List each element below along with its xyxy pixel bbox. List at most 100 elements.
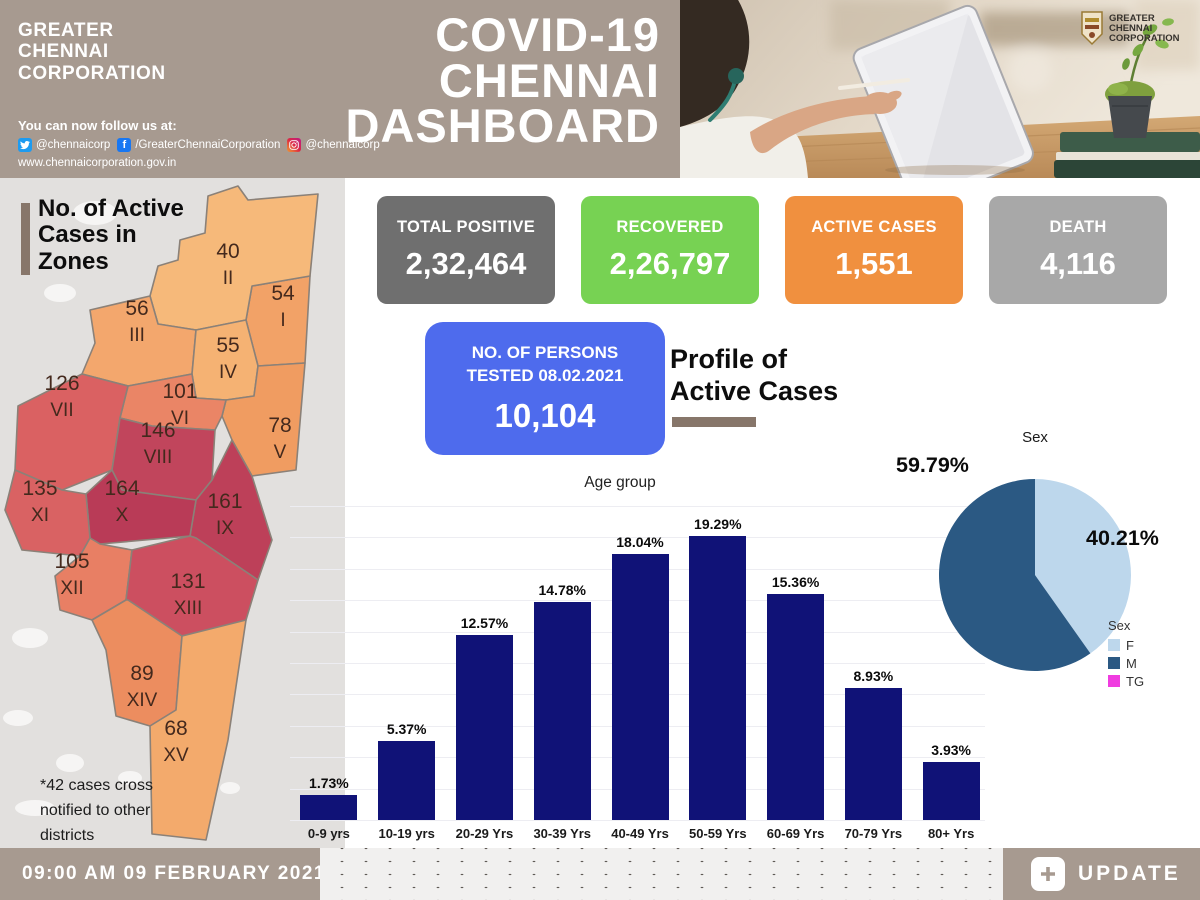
gridline <box>290 537 985 539</box>
bar-10-19 yrs: 5.37% <box>368 721 446 820</box>
map-terrain-patch <box>3 710 33 726</box>
map-zone-XI: 135 XI <box>4 469 91 557</box>
follow-block: You can now follow us at: @chennaicorp f… <box>18 118 380 169</box>
bar <box>378 740 436 820</box>
stat-card-death: DEATH 4,116 <box>989 196 1167 304</box>
stat-value: 2,32,464 <box>405 246 527 281</box>
bar-value-label: 18.04% <box>616 534 664 551</box>
map-terrain-patch <box>118 771 142 785</box>
zone-case-count: 68 <box>164 717 187 740</box>
map-zone-XIV: 89 XIV <box>91 599 183 727</box>
zone-case-count: 56 <box>125 297 148 320</box>
gcc-logo: GREATER CHENNAI CORPORATION <box>1081 11 1180 46</box>
page-title-line: CHENNAI <box>438 53 660 107</box>
pie-chart-title: Sex <box>1022 429 1048 446</box>
map-zone-VIII: 146 VIII <box>111 417 216 501</box>
map-zone-XV: 68 XV <box>149 619 247 841</box>
legend-label: M <box>1126 655 1137 671</box>
update-button[interactable]: UPDATE <box>1003 848 1200 900</box>
bar <box>300 794 358 820</box>
zone-case-count: 135 <box>22 477 57 500</box>
bar-chart-plot: 1.73% 5.37% 12.57% 14.78% 18.04% 19.29% 15.36%… <box>290 506 990 821</box>
bar <box>922 762 980 820</box>
facebook-link[interactable]: f /GreaterChennaiCorporation <box>117 138 280 152</box>
bars: 1.73% 5.37% 12.57% 14.78% 18.04% 19.29% 15.36%… <box>290 506 990 820</box>
follow-label: You can now follow us at: <box>18 118 177 133</box>
map-terrain-patch <box>220 782 240 794</box>
gridline <box>290 506 985 507</box>
bar <box>844 688 902 820</box>
twitter-link[interactable]: @chennaicorp <box>18 138 110 152</box>
zone-roman-numeral: VII <box>50 400 73 421</box>
bar-value-label: 15.36% <box>771 573 820 590</box>
bar-x-label: 40-49 Yrs <box>611 826 669 841</box>
map-title: No. of Active Cases in Zones <box>38 195 184 275</box>
map-terrain-patch <box>15 800 55 816</box>
legend-label: TG <box>1126 673 1145 689</box>
bar-x-label: 80+ Yrs <box>927 826 975 841</box>
footer: 09:00 AM 09 FEBRUARY 2021 UPDATE <box>0 848 1200 900</box>
page-title: COVID-19 CHENNAI DASHBOARD <box>320 8 660 149</box>
age-group-bar-chart: Age group 1.73% 5.37% 12.57% 14.78% 18.04% 19… <box>290 458 990 850</box>
legend-swatch <box>1108 639 1120 651</box>
zone-roman-numeral: XI <box>31 505 49 526</box>
bar-40-49 Yrs: 18.04% <box>601 534 679 820</box>
bar-20-29 Yrs: 12.57% <box>446 615 524 820</box>
map-title-accent-bar <box>21 203 30 275</box>
legend-swatch <box>1108 675 1120 687</box>
pie-label-male: 59.79% <box>896 453 969 477</box>
zone-roman-numeral: V <box>274 442 287 463</box>
facebook-icon: f <box>117 138 132 152</box>
zone-case-count: 89 <box>130 662 153 685</box>
header: GREATER CHENNAI CORPORATION You can now … <box>0 0 1200 178</box>
map-terrain-patch <box>12 628 48 648</box>
pie <box>938 479 1131 671</box>
bar-x-label: 70-79 Yrs <box>844 826 903 841</box>
bar <box>611 554 669 820</box>
instagram-link[interactable]: @chennaicorp <box>287 138 380 152</box>
map-zone-VI: 101 VI <box>119 373 227 431</box>
zone-map: 54 I 40 II 56 III 55 IV 78 V 101 VI 126 VII 146 VIII 161… <box>3 185 319 841</box>
stat-label: ACTIVE CASES <box>811 218 937 236</box>
pie-legend-title: Sex <box>1108 618 1131 633</box>
zone-roman-numeral: XIII <box>174 598 203 619</box>
org-name-line: GREATER <box>18 20 114 41</box>
stat-card-active-cases: ACTIVE CASES 1,551 <box>785 196 963 304</box>
twitter-icon <box>18 138 32 152</box>
bar-x-label: 30-39 Yrs <box>533 826 592 841</box>
zone-roman-numeral: VI <box>171 408 189 429</box>
legend-label: F <box>1126 637 1134 653</box>
zone-case-count: 40 <box>216 240 239 263</box>
stat-card-recovered: RECOVERED 2,26,797 <box>581 196 759 304</box>
zone-roman-numeral: IV <box>219 362 237 383</box>
zone-case-count: 78 <box>268 414 291 437</box>
bar-chart-x-labels: 0-9 yrs 10-19 yrs 20-29 Yrs 30-39 Yrs 40-49 … <box>290 826 990 841</box>
bar-x-label: 50-59 Yrs <box>689 826 747 841</box>
map-zone-XII: 105 XII <box>54 537 133 621</box>
zone-case-count: 161 <box>207 490 242 513</box>
bar-x-label: 60-69 Yrs <box>766 826 825 841</box>
legend-swatch <box>1108 657 1120 669</box>
org-name-line: CORPORATION <box>18 62 166 84</box>
bar <box>689 535 747 820</box>
page-title-line: COVID-19 <box>435 8 660 61</box>
bar <box>533 602 591 820</box>
photo-plant <box>1105 18 1174 138</box>
website-url[interactable]: www.chennaicorporation.gov.in <box>18 157 177 169</box>
pie-slice-M <box>938 479 1091 671</box>
zone-case-count: 105 <box>54 550 89 573</box>
photo-background <box>830 0 1200 92</box>
profile-heading: Profile of Active Cases <box>670 344 839 406</box>
zone-case-count: 54 <box>271 282 295 305</box>
update-label: UPDATE <box>1078 862 1181 885</box>
gcc-logo-text-line: CHENNAI <box>1109 23 1152 34</box>
stat-label: DEATH <box>1049 218 1107 236</box>
bar-value-label: 12.57% <box>460 614 509 631</box>
zone-roman-numeral: VIII <box>144 447 173 468</box>
footer-dotted-pattern <box>320 848 1003 900</box>
legend-row-F: F <box>1108 636 1144 654</box>
map-zone-I: 54 I <box>245 275 311 367</box>
bar-value-label: 14.78% <box>538 582 586 599</box>
stat-label: TOTAL POSITIVE <box>396 218 536 236</box>
